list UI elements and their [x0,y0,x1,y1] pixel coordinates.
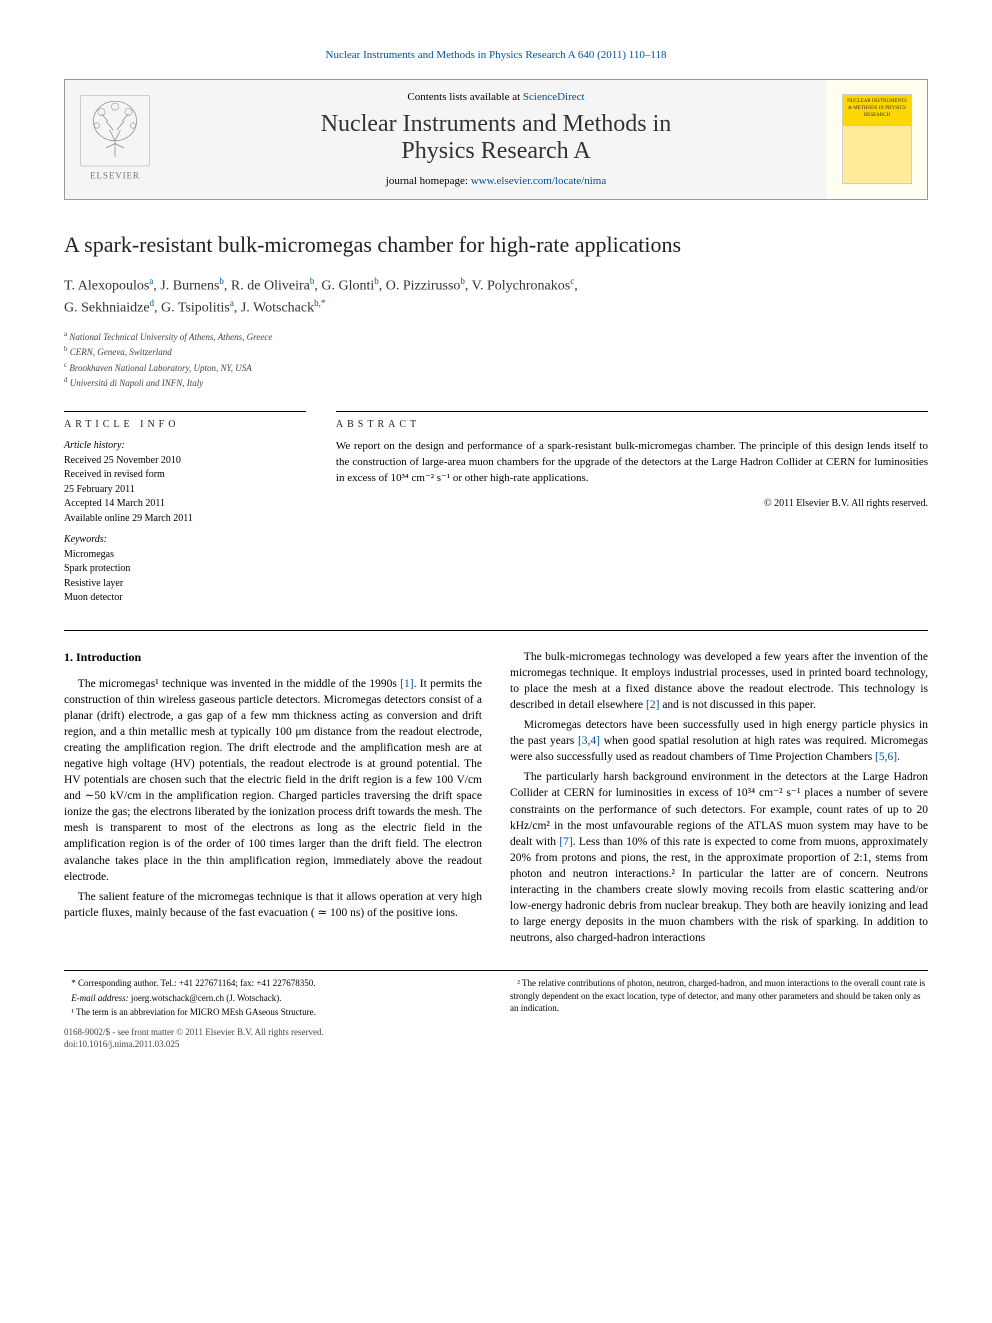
email-address: E-mail address: joerg.wotschack@cern.ch … [64,992,482,1004]
contents-prefix: Contents lists available at [407,91,522,103]
affiliation-c: c Brookhaven National Laboratory, Upton,… [64,360,928,376]
sciencedirect-link[interactable]: ScienceDirect [523,91,585,103]
journal-cover-box: NUCLEAR INSTRUMENTS & METHODS IN PHYSICS… [827,80,927,199]
keywords-label: Keywords: [64,533,306,547]
section-1-head: 1. Introduction [64,649,482,666]
body-paragraph: The bulk-micromegas technology was devel… [510,649,928,713]
body-paragraph: The salient feature of the micromegas te… [64,889,482,921]
keyword: Micromegas [64,548,306,562]
abstract-head: ABSTRACT [336,411,928,432]
body-paragraph: Micromegas detectors have been successfu… [510,717,928,765]
citation-link[interactable]: [7] [559,836,572,848]
affiliations: a National Technical University of Athen… [64,329,928,391]
abstract-text: We report on the design and performance … [336,439,928,487]
footnotes: * Corresponding author. Tel.: +41 227671… [64,970,928,1017]
corresponding-author: * Corresponding author. Tel.: +41 227671… [64,977,482,989]
homepage-link[interactable]: www.elsevier.com/locate/nima [471,175,607,187]
homepage-prefix: journal homepage: [386,175,471,187]
running-head: Nuclear Instruments and Methods in Physi… [64,48,928,63]
citation-link[interactable]: [1] [400,678,413,690]
body-paragraph: The particularly harsh background enviro… [510,769,928,946]
abstract-column: ABSTRACT We report on the design and per… [336,411,928,606]
footer-bar: 0168-9002/$ - see front matter © 2011 El… [64,1026,928,1050]
history-item: Received in revised form [64,468,306,482]
article-info-head: ARTICLE INFO [64,411,306,432]
affiliation-b: b CERN, Geneva, Switzerland [64,344,928,360]
footnote-2: ² The relative contributions of photon, … [510,977,928,1013]
article-title: A spark-resistant bulk-micromegas chambe… [64,230,928,260]
running-head-link[interactable]: Nuclear Instruments and Methods in Physi… [326,49,667,61]
homepage-line: journal homepage: www.elsevier.com/locat… [175,174,817,189]
history-item: Available online 29 March 2011 [64,512,306,526]
journal-cover-thumb: NUCLEAR INSTRUMENTS & METHODS IN PHYSICS… [842,94,912,184]
body-two-column: 1. Introduction The micromegas¹ techniqu… [64,649,928,947]
journal-title-line1: Nuclear Instruments and Methods in [321,111,672,137]
citation-link[interactable]: [3,4] [578,735,600,747]
article-info-column: ARTICLE INFO Article history: Received 2… [64,411,306,606]
history-item: Received 25 November 2010 [64,454,306,468]
keyword: Resistive layer [64,577,306,591]
affiliation-a: a National Technical University of Athen… [64,329,928,345]
doi-line: doi:10.1016/j.nima.2011.03.025 [64,1038,324,1050]
citation-link[interactable]: [2] [646,699,659,711]
citation-link[interactable]: [5,6] [875,751,897,763]
author-list: T. Alexopoulosa, J. Burnensb, R. de Oliv… [64,275,928,318]
abstract-copyright: © 2011 Elsevier B.V. All rights reserved… [336,497,928,511]
footer-left: 0168-9002/$ - see front matter © 2011 El… [64,1026,324,1050]
svg-text:ELSEVIER: ELSEVIER [90,171,140,181]
footnote-1: ¹ The term is an abbreviation for MICRO … [64,1006,482,1018]
keyword: Muon detector [64,591,306,605]
history-label: Article history: [64,439,306,453]
contents-lists-line: Contents lists available at ScienceDirec… [175,90,817,105]
info-abstract-row: ARTICLE INFO Article history: Received 2… [64,411,928,606]
elsevier-tree-icon: ELSEVIER [75,94,155,184]
history-item: 25 February 2011 [64,483,306,497]
affiliation-d: d Universitá di Napoli and INFN, Italy [64,375,928,391]
email-link[interactable]: joerg.wotschack@cern.ch (J. Wotschack). [131,993,282,1003]
keyword: Spark protection [64,562,306,576]
history-item: Accepted 14 March 2011 [64,497,306,511]
front-matter-line: 0168-9002/$ - see front matter © 2011 El… [64,1026,324,1038]
journal-title: Nuclear Instruments and Methods in Physi… [175,111,817,166]
section-divider [64,630,928,631]
journal-title-line2: Physics Research A [401,138,590,164]
journal-banner: ELSEVIER Contents lists available at Sci… [64,79,928,200]
publisher-logo-box: ELSEVIER [65,80,165,199]
body-paragraph: The micromegas¹ technique was invented i… [64,676,482,885]
banner-center: Contents lists available at ScienceDirec… [165,80,827,199]
